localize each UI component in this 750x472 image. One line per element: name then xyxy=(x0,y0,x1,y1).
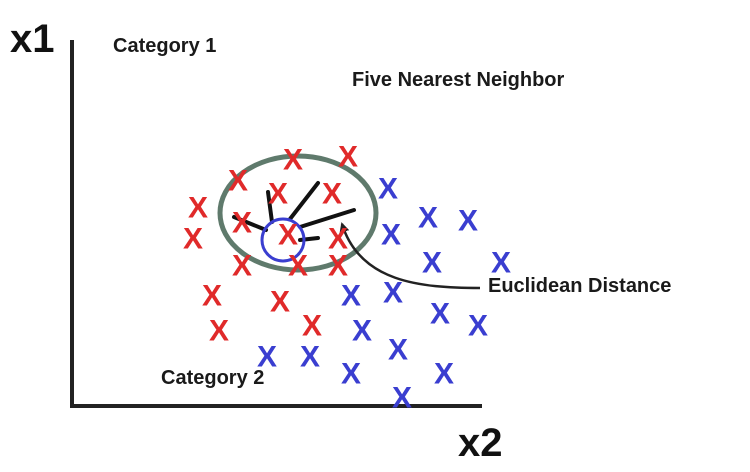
category-1-point: X xyxy=(270,286,290,319)
category-2-point: X xyxy=(430,298,450,331)
category-2-point: X xyxy=(418,202,438,235)
category-2-point: X xyxy=(468,310,488,343)
category-1-point: X xyxy=(268,178,288,211)
category-2-point: X xyxy=(388,334,408,367)
neighbor-boundary-ellipse xyxy=(217,153,379,273)
category-1-point: X xyxy=(232,207,252,240)
category-2-point: X xyxy=(300,341,320,374)
category-2-point: X xyxy=(491,247,511,280)
category-2-point: X xyxy=(422,247,442,280)
x-axis-label: x2 xyxy=(458,421,503,465)
category-2-point: X xyxy=(458,205,478,238)
category-2-point: X xyxy=(352,315,372,348)
distance-line-1 xyxy=(232,215,268,232)
category-1-point: X xyxy=(322,178,342,211)
category-2-point: X xyxy=(378,173,398,206)
category-1-point: X xyxy=(232,250,252,283)
category-1-point: X xyxy=(283,144,303,177)
category-2-label: Category 2 xyxy=(161,367,264,389)
category-2-point: X xyxy=(341,358,361,391)
category-1-point: X xyxy=(183,223,203,256)
distance-lines xyxy=(232,181,356,242)
distance-line-2 xyxy=(266,190,274,224)
category-1-point: X xyxy=(328,223,348,256)
y-axis-label: x1 xyxy=(10,17,55,61)
query-point-circle xyxy=(260,217,306,263)
category-1-point: X xyxy=(288,250,308,283)
category-1-point: X xyxy=(202,280,222,313)
category-1-point: X xyxy=(278,219,298,252)
category-1-point: X xyxy=(338,141,358,174)
category-1-point: X xyxy=(302,310,322,343)
distance-line-3 xyxy=(288,181,320,221)
category-2-point: X xyxy=(392,382,412,415)
category-1-point: X xyxy=(228,165,248,198)
category-1-label: Category 1 xyxy=(113,35,216,57)
distance-line-4 xyxy=(298,208,356,229)
euclidean-distance-label: Euclidean Distance xyxy=(488,275,671,297)
category-2-point: X xyxy=(381,219,401,252)
category-2-point: X xyxy=(383,277,403,310)
category-1-points: XXX X XX X XX XX X XX XX X xyxy=(183,141,358,348)
category-1-point: X xyxy=(188,192,208,225)
euclidean-distance-arrow xyxy=(339,222,481,290)
category-2-point: X xyxy=(257,341,277,374)
category-2-points: XX XXX XXX XXX X XX XX xyxy=(257,173,511,415)
category-1-point: X xyxy=(209,315,229,348)
query-point-mark: X xyxy=(341,280,361,313)
five-nearest-neighbor-title: Five Nearest Neighbor xyxy=(352,69,565,91)
category-1-point: X xyxy=(328,250,348,283)
category-2-point: X xyxy=(434,358,454,391)
query-point: X xyxy=(341,280,361,313)
